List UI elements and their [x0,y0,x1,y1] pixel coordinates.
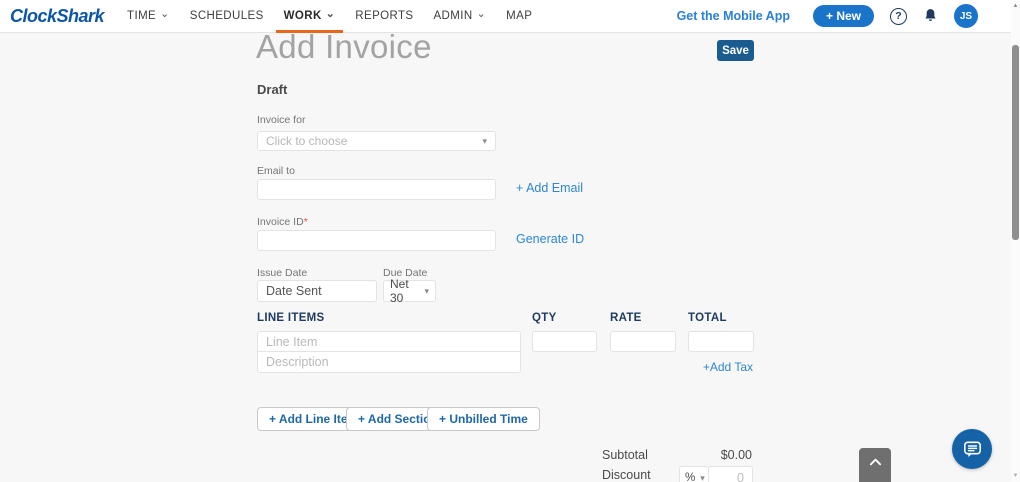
nav-item-reports[interactable]: REPORTS [347,0,421,32]
caret-down-icon: ⌄ [160,8,170,20]
nav-item-work[interactable]: WORK ⌄ [275,0,344,33]
generate-id-link[interactable]: Generate ID [516,232,585,246]
nav-right-group: Get the Mobile App + New ? JS [677,4,1011,28]
status-badge: Draft [257,82,288,97]
add-email-link[interactable]: + Add Email [516,181,584,195]
invoice-for-label: Invoice for [257,114,306,126]
nav-item-map[interactable]: MAP [498,0,540,32]
main-menu: TIME ⌄ SCHEDULES WORK ⌄ REPORTS ADMIN ⌄ … [117,0,542,33]
discount-label: Discount [602,468,651,482]
nav-item-admin[interactable]: ADMIN ⌄ [425,0,494,32]
email-to-input[interactable] [257,179,496,200]
caret-down-icon: ⌄ [325,8,336,20]
required-asterisk: * [303,216,308,228]
invoice-for-select[interactable]: Click to choose ▾ [257,131,496,151]
issue-date-label: Issue Date [257,267,308,279]
discount-input[interactable] [708,466,753,482]
scroll-to-top-button[interactable] [859,448,891,482]
unbilled-time-button[interactable]: + Unbilled Time [427,407,540,431]
chat-bubble-icon [963,441,981,457]
subtotal-value: $0.00 [720,448,752,462]
chat-support-button[interactable] [952,429,992,469]
discount-unit-value: % [685,472,696,482]
help-icon[interactable]: ? [890,7,907,25]
invoice-for-placeholder: Click to choose [266,134,348,148]
line-item-input[interactable] [257,331,521,352]
caret-down-icon: ⌄ [476,8,487,20]
due-date-select[interactable]: Net 30 ▾ [383,277,436,305]
nav-item-schedules[interactable]: SCHEDULES [182,0,272,32]
due-date-selected-value: Net 30 [390,277,409,305]
new-button[interactable]: + New [812,5,874,27]
line-items-header: LINE ITEMS [257,312,325,324]
user-avatar[interactable]: JS [954,4,978,28]
get-mobile-app-link[interactable]: Get the Mobile App [676,9,790,23]
qty-input[interactable] [532,331,597,352]
issue-date-input[interactable] [257,280,377,302]
vertical-scrollbar[interactable]: ▲ ▼ [1011,0,1020,482]
rate-column-header: RATE [610,312,642,324]
nav-item-label: ADMIN [433,10,473,22]
top-nav: ClockShark TIME ⌄ SCHEDULES WORK ⌄ REPOR… [0,0,1011,33]
rate-input[interactable] [610,331,676,352]
invoice-id-input[interactable] [257,230,496,251]
nav-item-time[interactable]: TIME ⌄ [119,0,178,32]
save-button[interactable]: Save [717,40,754,61]
discount-unit-select[interactable]: % ▾ [679,466,709,482]
nav-item-label: WORK [283,10,322,22]
email-to-label: Email to [257,165,295,177]
chevron-up-icon [869,458,881,466]
scrollbar-thumb[interactable] [1012,45,1019,240]
invoice-id-label-text: Invoice ID [257,216,304,228]
scrollbar-down-arrow-icon[interactable]: ▼ [1012,473,1019,479]
notifications-bell-icon[interactable] [923,8,938,24]
dropdown-caret-icon: ▾ [482,135,487,146]
total-column-header: TOTAL [688,312,727,324]
add-tax-link[interactable]: +Add Tax [702,360,753,374]
due-date-label: Due Date [383,267,428,279]
dropdown-caret-icon: ▾ [424,285,429,296]
subtotal-label: Subtotal [602,448,648,462]
dropdown-caret-icon: ▾ [700,472,705,482]
qty-column-header: QTY [532,312,557,324]
nav-item-label: TIME [127,10,157,22]
total-input[interactable] [688,331,754,352]
nav-item-label: MAP [506,10,533,22]
invoice-id-label: Invoice ID* [257,216,308,228]
clockshark-logo[interactable]: ClockShark [10,5,105,26]
nav-item-label: SCHEDULES [189,10,264,22]
scrollbar-up-arrow-icon[interactable]: ▲ [1012,3,1019,9]
page-title: Add Invoice [256,28,432,65]
line-item-description-input[interactable] [257,351,521,373]
nav-item-label: REPORTS [355,10,414,22]
